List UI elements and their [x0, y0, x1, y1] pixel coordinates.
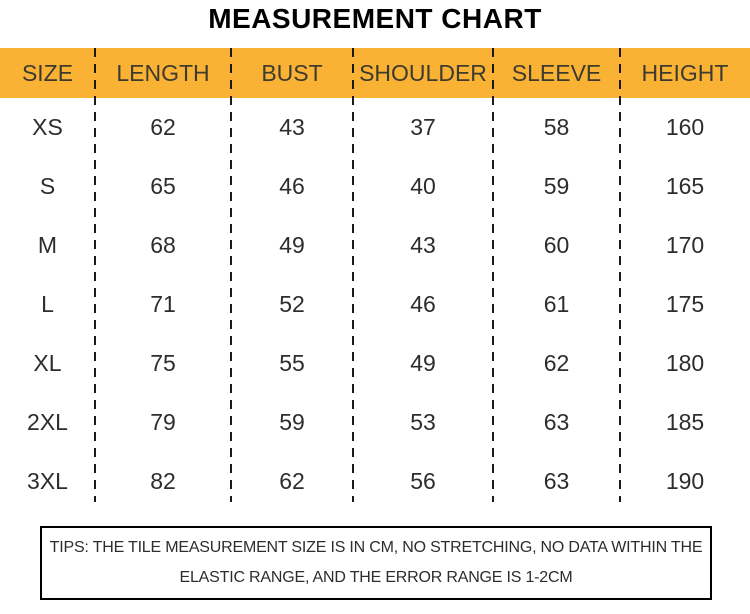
cell-sleeve: 59: [543, 173, 570, 199]
cell-sleeve: 58: [543, 114, 570, 140]
cell-bust: 55: [279, 350, 305, 376]
cell-length: 79: [150, 409, 176, 435]
column-header-height: HEIGHT: [641, 59, 729, 86]
cell-sleeve: 63: [543, 409, 570, 435]
cell-size: XS: [32, 114, 63, 140]
cell-shoulder: 49: [410, 350, 436, 376]
cell-size: S: [39, 173, 56, 199]
cell-size: L: [41, 291, 54, 317]
table-row-3xl: 3XL 82 62 56 63 190: [0, 452, 750, 511]
cell-length: 82: [150, 468, 176, 494]
table-row-xs: XS 62 43 37 58 160: [0, 98, 750, 157]
cell-height: 175: [665, 291, 705, 317]
tips-line-1: TIPS: THE TILE MEASUREMENT SIZE IS IN CM…: [49, 539, 703, 557]
cell-shoulder: 40: [410, 173, 436, 199]
column-header-sleeve: SLEEVE: [511, 59, 602, 86]
column-header-size: SIZE: [21, 59, 74, 86]
table-row-m: M 68 49 43 60 170: [0, 216, 750, 275]
cell-sleeve: 61: [543, 291, 570, 317]
cell-bust: 43: [279, 114, 305, 140]
cell-height: 185: [665, 409, 705, 435]
cell-bust: 49: [279, 232, 305, 258]
size-table: SIZE LENGTH BUST SHOULDER SLEEVE HEIGHT …: [0, 48, 750, 511]
cell-height: 170: [665, 232, 705, 258]
cell-bust: 46: [279, 173, 305, 199]
cell-height: 180: [665, 350, 705, 376]
table-row-xl: XL 75 55 49 62 180: [0, 334, 750, 393]
table-header-row: SIZE LENGTH BUST SHOULDER SLEEVE HEIGHT: [0, 48, 750, 98]
cell-sleeve: 63: [543, 468, 570, 494]
column-header-shoulder: SHOULDER: [359, 59, 487, 86]
cell-sleeve: 62: [543, 350, 570, 376]
column-header-length: LENGTH: [116, 59, 210, 86]
cell-height: 165: [665, 173, 705, 199]
cell-length: 68: [150, 232, 176, 258]
cell-shoulder: 37: [410, 114, 436, 140]
tips-line-2: ELASTIC RANGE, AND THE ERROR RANGE IS 1-…: [179, 568, 573, 586]
cell-shoulder: 53: [410, 409, 436, 435]
cell-height: 190: [665, 468, 705, 494]
cell-length: 75: [150, 350, 176, 376]
cell-size: 3XL: [27, 468, 68, 494]
cell-bust: 59: [279, 409, 305, 435]
cell-height: 160: [665, 114, 705, 140]
cell-size: M: [37, 232, 58, 258]
table-row-l: L 71 52 46 61 175: [0, 275, 750, 334]
cell-sleeve: 60: [543, 232, 570, 258]
table-row-s: S 65 46 40 59 165: [0, 157, 750, 216]
cell-shoulder: 46: [410, 291, 436, 317]
cell-shoulder: 56: [410, 468, 436, 494]
tips-box: TIPS: THE TILE MEASUREMENT SIZE IS IN CM…: [40, 526, 712, 600]
cell-size: 2XL: [27, 409, 68, 435]
cell-length: 71: [150, 291, 176, 317]
column-header-bust: BUST: [261, 59, 323, 86]
cell-length: 65: [150, 173, 176, 199]
cell-length: 62: [150, 114, 176, 140]
cell-shoulder: 43: [410, 232, 436, 258]
cell-bust: 62: [279, 468, 305, 494]
table-row-2xl: 2XL 79 59 53 63 185: [0, 393, 750, 452]
cell-size: XL: [33, 350, 62, 376]
cell-bust: 52: [279, 291, 305, 317]
page-title: MEASUREMENT CHART: [208, 3, 542, 34]
